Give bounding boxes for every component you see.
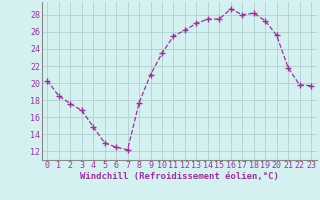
X-axis label: Windchill (Refroidissement éolien,°C): Windchill (Refroidissement éolien,°C) [80,172,279,181]
